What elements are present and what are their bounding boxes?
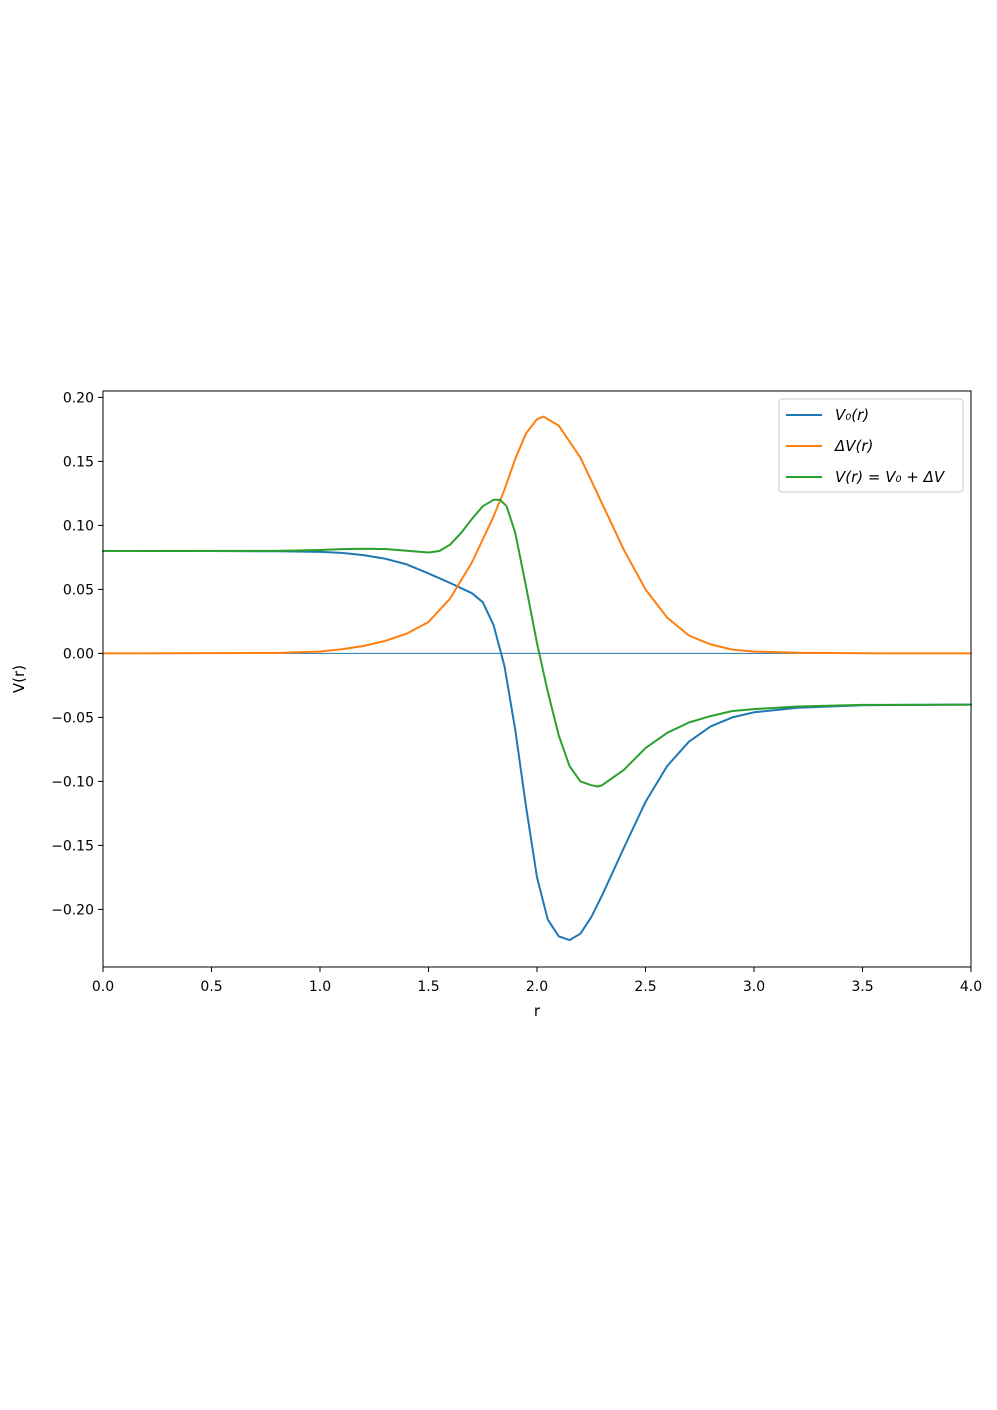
x-tick-label: 4.0 [960,979,982,995]
x-tick-label: 3.0 [743,979,765,995]
series-line-0 [102,550,972,942]
y-tick-label: −0.20 [51,902,94,918]
x-tick-label: 1.5 [417,979,439,995]
x-tick-label: 2.5 [634,979,656,995]
y-tick-label: −0.05 [51,710,94,726]
series-line-1 [102,415,972,655]
y-tick-label: 0.20 [63,390,94,406]
legend-box [778,398,964,493]
x-tick-label: 0.5 [200,979,222,995]
y-tick-label: 0.10 [63,518,94,534]
x-tick-label: 0.0 [92,979,114,995]
y-tick-label: −0.10 [51,774,94,790]
series-line-2 [102,498,972,788]
legend: V₀(r) ΔV(r) V(r) = V₀ + ΔV [778,398,964,493]
y-axis-label: V(r) [10,665,28,693]
legend-label-dv: ΔV(r) [834,437,873,455]
x-tick-label: 1.0 [309,979,331,995]
axes-layer: 0.0 0.5 1.0 1.5 2.0 2.5 3.0 3.5 4.0 0.20 0.15 0.10 0… [51,390,982,995]
x-tick-label: 2.0 [526,979,548,995]
y-tick-label: −0.15 [51,838,94,854]
y-tick-label: 0.15 [63,454,94,470]
y-tick-label: 0.00 [63,646,94,662]
series-layer [102,415,972,942]
legend-label-v0: V₀(r) [835,406,869,424]
x-axis-label: r [534,1002,541,1020]
legend-label-vt: V(r) = V₀ + ΔV [835,468,946,486]
x-tick-label: 3.5 [851,979,873,995]
y-tick-label: 0.05 [63,582,94,598]
